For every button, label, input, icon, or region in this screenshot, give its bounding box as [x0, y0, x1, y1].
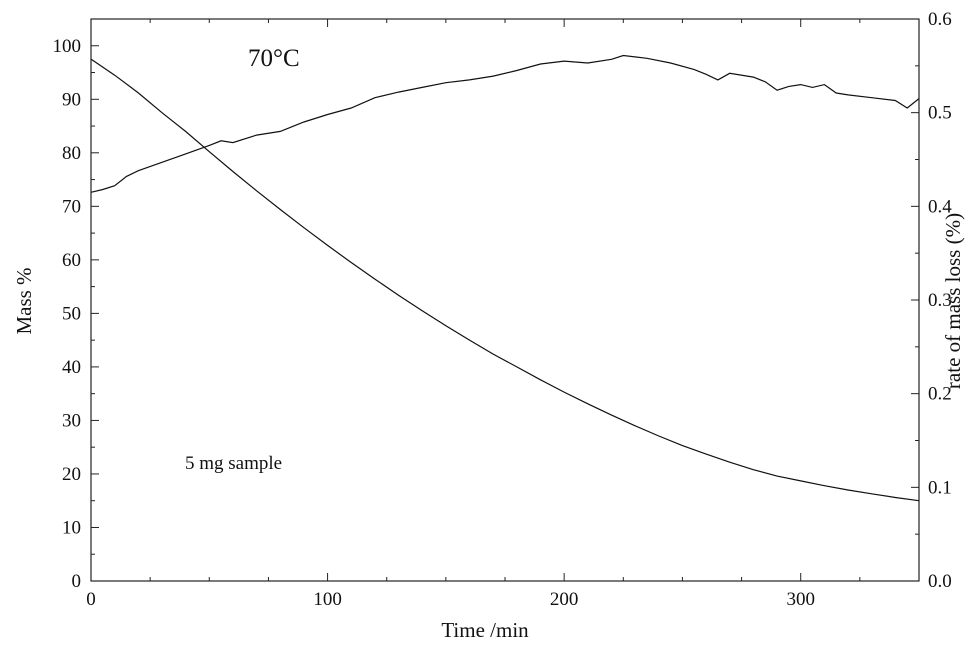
- ticks-layer: 0 100 200 300 0 10 20 30 40 50 60 70 80 90 100 0.0 0.1 0.…: [53, 9, 953, 610]
- rate-of-mass-loss-line: [90, 54, 920, 193]
- y-tick-label: 10: [62, 517, 81, 538]
- y-tick-label: 20: [62, 464, 81, 485]
- y-tick-label: 50: [62, 303, 81, 324]
- y2-axis-title: rate of mass loss (%): [941, 213, 965, 389]
- y-tick-label: 90: [62, 89, 81, 110]
- y2-tick-label: 0.3: [928, 290, 952, 311]
- y-axis-title: Mass %: [12, 267, 36, 334]
- y-tick-label: 100: [53, 36, 82, 57]
- y-tick-label: 40: [62, 357, 81, 378]
- temperature-annotation: 70°C: [248, 45, 300, 72]
- x-tick-label: 200: [550, 589, 579, 610]
- x-tick-label: 100: [313, 589, 342, 610]
- y2-tick-label: 0.2: [928, 384, 952, 405]
- mass-percent-line: [90, 58, 920, 502]
- x-tick-label: 0: [86, 589, 96, 610]
- y-tick-label: 60: [62, 250, 81, 271]
- sample-annotation: 5 mg sample: [185, 453, 282, 474]
- y2-tick-label: 0.1: [928, 477, 952, 498]
- plot-frame: [90, 18, 920, 582]
- y2-tick-label: 0.6: [928, 9, 952, 30]
- x-axis-title: Time /min: [441, 618, 529, 642]
- series-layer: [90, 54, 920, 502]
- y-tick-label: 0: [72, 571, 82, 592]
- y2-tick-label: 0.4: [928, 196, 952, 217]
- y2-tick-label: 0.5: [928, 103, 952, 124]
- y-tick-label: 30: [62, 410, 81, 431]
- y-tick-label: 70: [62, 196, 81, 217]
- x-tick-label: 300: [786, 589, 815, 610]
- y2-tick-label: 0.0: [928, 571, 952, 592]
- y-tick-label: 80: [62, 143, 81, 164]
